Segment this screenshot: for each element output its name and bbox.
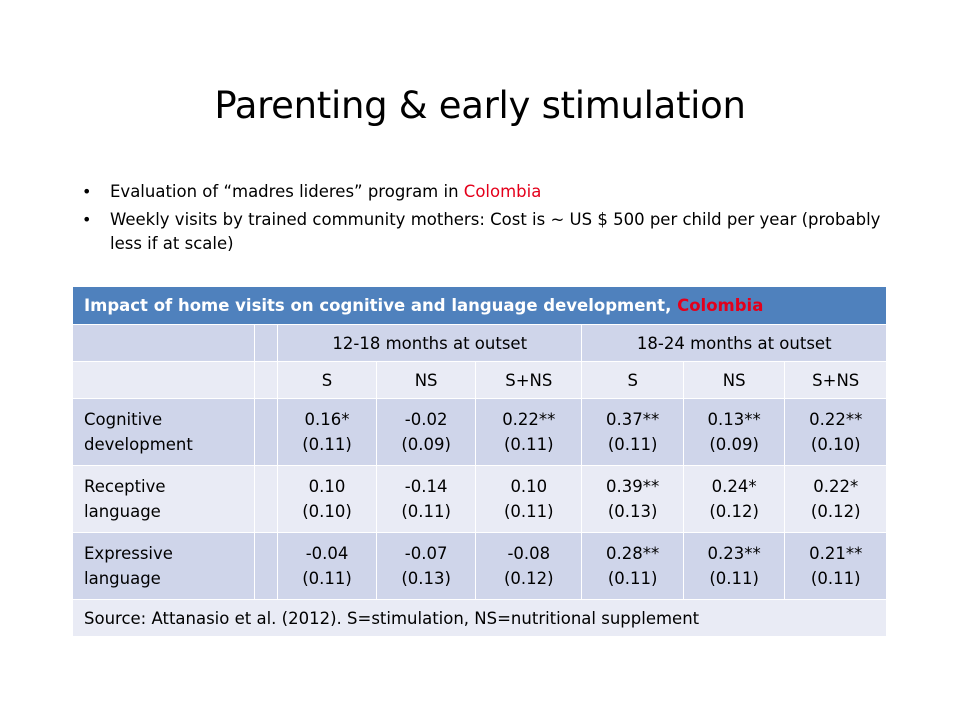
- subheader-row: S NS S+NS S NS S+NS: [72, 361, 887, 399]
- table-cell: 0.10 (0.11): [475, 465, 583, 533]
- gap-cell: [254, 465, 278, 533]
- table-cell: 0.10 (0.10): [276, 465, 378, 533]
- bullet-text: Evaluation of “madres lideres” program i…: [110, 182, 464, 201]
- row-label-line: Receptive: [84, 477, 166, 496]
- coefficient: 0.24*: [711, 477, 757, 496]
- std-error: (0.12): [504, 569, 554, 588]
- std-error: (0.09): [709, 435, 759, 454]
- group-header: 12-18 months at outset: [276, 324, 583, 362]
- table-cell: 0.39** (0.13): [581, 465, 684, 533]
- bullet-dot-icon: •: [82, 182, 92, 201]
- std-error: (0.11): [401, 502, 451, 521]
- std-error: (0.09): [401, 435, 451, 454]
- coefficient: 0.23**: [707, 544, 761, 563]
- table-cell: 0.22** (0.10): [784, 398, 887, 466]
- std-error: (0.11): [302, 435, 352, 454]
- source-note: Source: Attanasio et al. (2012). S=stimu…: [72, 599, 887, 637]
- table-cell: 0.37** (0.11): [581, 398, 684, 466]
- table-cell: 0.13** (0.09): [682, 398, 786, 466]
- coefficient: 0.10: [308, 477, 346, 496]
- empty-cell: [72, 361, 255, 399]
- std-error: (0.13): [607, 502, 658, 521]
- bullet-list: • Evaluation of “madres lideres” program…: [82, 180, 882, 260]
- coefficient: 0.21**: [809, 544, 863, 563]
- bullet-highlight: Colombia: [463, 182, 542, 201]
- subheader-cell: S: [581, 361, 684, 399]
- std-error: (0.11): [607, 569, 658, 588]
- gap-cell: [254, 532, 278, 600]
- table-cell: -0.14 (0.11): [376, 465, 477, 533]
- slide-title: Parenting & early stimulation: [214, 84, 746, 127]
- coefficient: 0.10: [510, 477, 548, 496]
- table-cell: 0.16* (0.11): [276, 398, 378, 466]
- std-error: (0.11): [607, 435, 658, 454]
- std-error: (0.11): [504, 435, 554, 454]
- coefficient: 0.28**: [606, 544, 660, 563]
- coefficient: 0.22**: [502, 410, 556, 429]
- table-cell: 0.22** (0.11): [475, 398, 583, 466]
- coefficient: -0.14: [404, 477, 448, 496]
- coefficient: 0.39**: [606, 477, 660, 496]
- row-label-line: Cognitive: [84, 410, 163, 429]
- table-cell: -0.04 (0.11): [276, 532, 378, 600]
- bullet-dot-icon: •: [82, 210, 92, 229]
- subheader-cell: S: [276, 361, 378, 399]
- std-error: (0.11): [504, 502, 554, 521]
- impact-table: Impact of home visits on cognitive and l…: [72, 286, 887, 637]
- table-caption-text: Impact of home visits on cognitive and l…: [84, 296, 678, 315]
- group-header: 18-24 months at outset: [581, 324, 887, 362]
- coefficient: -0.08: [507, 544, 551, 563]
- table-caption-row: Impact of home visits on cognitive and l…: [72, 286, 887, 325]
- table-cell: 0.24* (0.12): [682, 465, 786, 533]
- table-caption-highlight: Colombia: [677, 296, 764, 315]
- subheader-cell: S+NS: [784, 361, 887, 399]
- std-error: (0.11): [302, 569, 352, 588]
- bullet-text: Weekly visits by trained community mothe…: [110, 210, 881, 253]
- std-error: (0.12): [709, 502, 759, 521]
- std-error: (0.10): [302, 502, 352, 521]
- subheader-cell: S+NS: [475, 361, 583, 399]
- std-error: (0.10): [810, 435, 861, 454]
- table-cell: 0.28** (0.11): [581, 532, 684, 600]
- gap-cell: [254, 361, 278, 399]
- row-label-line: Expressive: [84, 544, 173, 563]
- row-label-line: language: [84, 502, 161, 521]
- coefficient: 0.22**: [809, 410, 863, 429]
- row-label-line: language: [84, 569, 161, 588]
- table-row: Cognitive development 0.16* (0.11) -0.02 (0…: [72, 398, 887, 466]
- table-cell: -0.02 (0.09): [376, 398, 477, 466]
- subheader-cell: NS: [682, 361, 786, 399]
- gap-cell: [254, 324, 278, 362]
- std-error: (0.11): [810, 569, 861, 588]
- row-label-line: development: [84, 435, 193, 454]
- std-error: (0.12): [810, 502, 861, 521]
- table-row: Expressive language -0.04 (0.11) -0.07 (0.1…: [72, 532, 887, 600]
- source-row: Source: Attanasio et al. (2012). S=stimu…: [72, 599, 887, 637]
- coefficient: 0.13**: [707, 410, 761, 429]
- table-row: Receptive language 0.10 (0.10) -0.14 (0.11)…: [72, 465, 887, 533]
- coefficient: 0.37**: [606, 410, 660, 429]
- row-label: Receptive language: [72, 465, 255, 533]
- row-label: Expressive language: [72, 532, 255, 600]
- row-label: Cognitive development: [72, 398, 255, 466]
- coefficient: -0.02: [404, 410, 448, 429]
- bullet-item: • Weekly visits by trained community mot…: [82, 208, 882, 256]
- bullet-item: • Evaluation of “madres lideres” program…: [82, 180, 882, 204]
- coefficient: -0.04: [305, 544, 349, 563]
- coefficient: -0.07: [404, 544, 448, 563]
- coefficient: 0.16*: [304, 410, 350, 429]
- std-error: (0.11): [709, 569, 759, 588]
- table-caption: Impact of home visits on cognitive and l…: [72, 286, 887, 325]
- table-cell: 0.23** (0.11): [682, 532, 786, 600]
- table-cell: 0.21** (0.11): [784, 532, 887, 600]
- gap-cell: [254, 398, 278, 466]
- group-header-row: 12-18 months at outset 18-24 months at o…: [72, 324, 887, 362]
- std-error: (0.13): [401, 569, 451, 588]
- subheader-cell: NS: [376, 361, 477, 399]
- empty-cell: [72, 324, 255, 362]
- coefficient: 0.22*: [813, 477, 859, 496]
- table-cell: 0.22* (0.12): [784, 465, 887, 533]
- table-cell: -0.08 (0.12): [475, 532, 583, 600]
- table-cell: -0.07 (0.13): [376, 532, 477, 600]
